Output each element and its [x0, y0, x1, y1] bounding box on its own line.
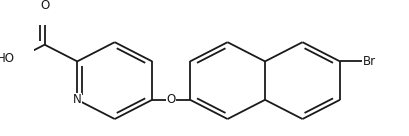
- Text: O: O: [166, 93, 175, 106]
- Text: Br: Br: [362, 55, 375, 68]
- Text: N: N: [73, 93, 81, 106]
- Text: O: O: [40, 0, 49, 12]
- Text: HO: HO: [0, 52, 15, 65]
